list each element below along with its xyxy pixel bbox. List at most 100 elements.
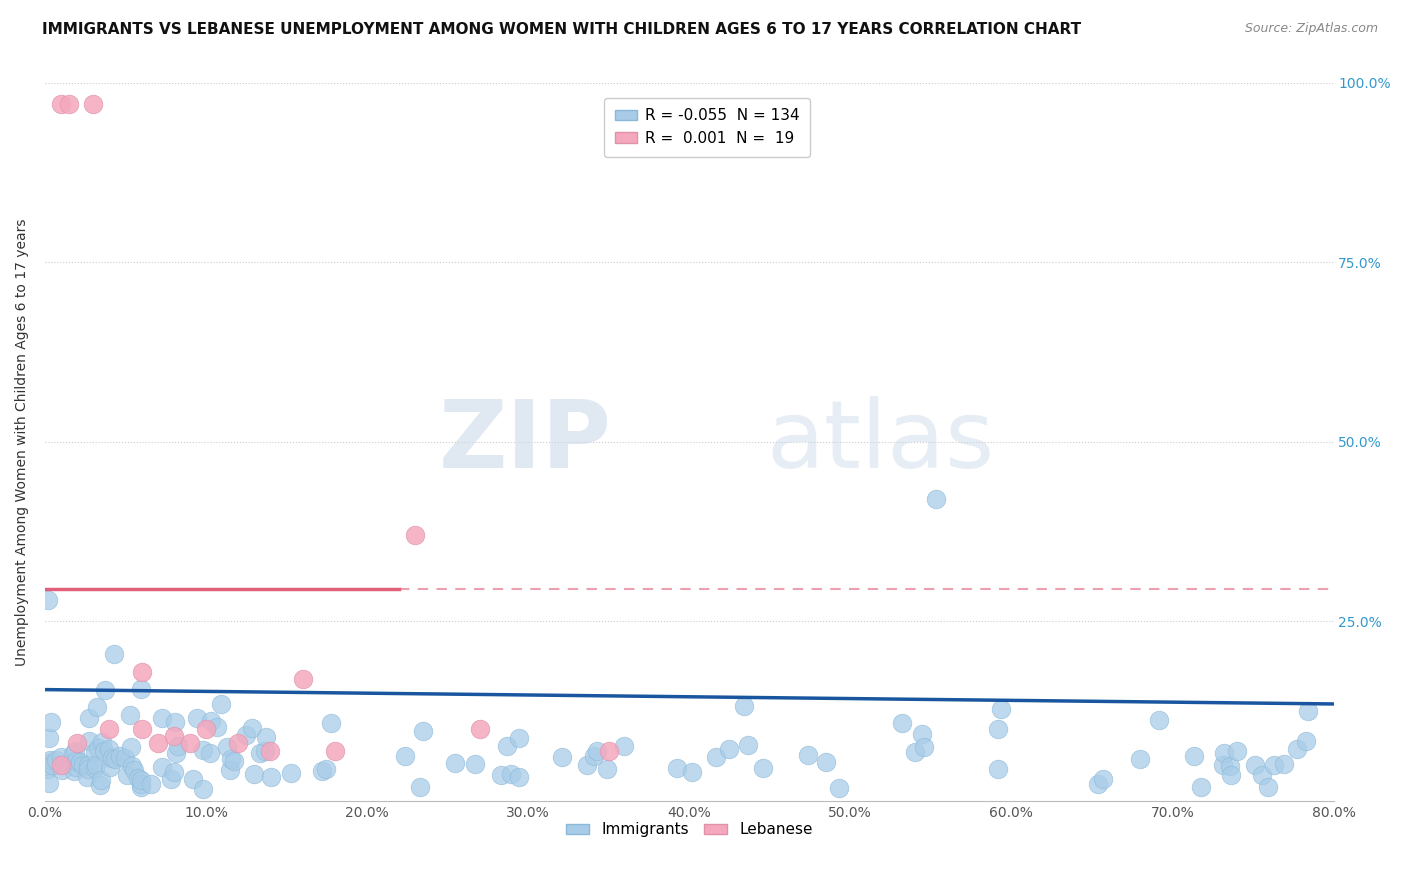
Point [1272,756,1295,771]
Point [104,752,127,766]
Point [98,760,121,774]
Point [1257,780,1279,794]
Point [1212,757,1234,772]
Point [259,744,281,758]
Point [583,749,606,764]
Point [797,747,820,762]
Point [165,746,187,760]
Point [118,707,141,722]
Point [38,753,60,767]
Point [209,697,232,711]
Point [925,492,948,507]
Point [72,758,94,772]
Point [38,776,60,790]
Point [98,741,121,756]
Point [987,722,1010,736]
Point [737,738,759,752]
Point [115,768,138,782]
Point [191,782,214,797]
Point [1251,768,1274,782]
Point [890,716,912,731]
Point [1213,746,1236,760]
Point [575,758,598,772]
Point [198,746,221,760]
Point [66,736,89,750]
Point [412,723,434,738]
Point [501,767,523,781]
Point [87,740,110,755]
Point [129,682,152,697]
Point [1147,714,1170,728]
Point [65,759,87,773]
Point [249,746,271,760]
Point [58,97,80,112]
Point [912,739,935,754]
Point [219,763,242,777]
Point [508,731,530,746]
Point [207,720,229,734]
Point [65,754,87,768]
Point [718,741,741,756]
Point [1087,777,1109,791]
Point [551,749,574,764]
Text: ZIP: ZIP [439,396,612,488]
Point [179,736,201,750]
Point [733,699,755,714]
Point [235,728,257,742]
Point [93,682,115,697]
Point [222,754,245,768]
Point [200,714,222,729]
Point [114,751,136,765]
Point [89,778,111,792]
Point [1129,751,1152,765]
Legend: Immigrants, Lebanese: Immigrants, Lebanese [560,816,818,844]
Point [51,763,73,777]
Point [315,762,337,776]
Point [101,751,124,765]
Point [150,711,173,725]
Point [814,755,837,769]
Point [468,722,491,736]
Point [181,772,204,786]
Point [39,714,62,729]
Point [598,744,620,758]
Point [291,672,314,686]
Point [84,745,107,759]
Point [38,756,60,771]
Point [217,739,239,754]
Point [41,757,63,772]
Point [195,722,218,736]
Point [254,743,277,757]
Point [464,757,486,772]
Point [127,771,149,785]
Point [76,770,98,784]
Point [86,700,108,714]
Point [129,777,152,791]
Point [186,711,208,725]
Point [596,762,619,776]
Point [666,761,689,775]
Point [131,665,153,679]
Point [1295,734,1317,748]
Point [990,702,1012,716]
Point [280,765,302,780]
Point [1263,758,1285,772]
Point [163,764,186,779]
Point [49,758,72,772]
Point [69,756,91,770]
Point [93,744,115,758]
Point [90,735,112,749]
Point [903,746,925,760]
Point [108,748,131,763]
Point [1091,772,1114,787]
Point [311,764,333,778]
Point [76,758,98,772]
Point [752,761,775,775]
Point [84,758,107,772]
Point [129,780,152,794]
Point [37,592,59,607]
Point [508,770,530,784]
Point [98,722,121,736]
Point [1219,758,1241,772]
Text: IMMIGRANTS VS LEBANESE UNEMPLOYMENT AMONG WOMEN WITH CHILDREN AGES 6 TO 17 YEARS: IMMIGRANTS VS LEBANESE UNEMPLOYMENT AMON… [42,22,1081,37]
